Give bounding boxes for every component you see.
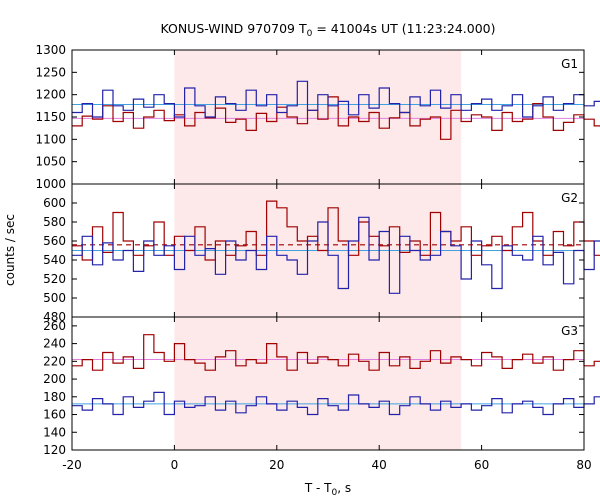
panel-g1: 1000 1050 1100 1150 1200 1250 1300 G1 bbox=[35, 43, 600, 191]
y-tick-label: 560 bbox=[43, 234, 66, 248]
x-axis-title: T - T0, s bbox=[304, 481, 351, 498]
panel-label: G3 bbox=[561, 324, 578, 338]
x-tick-label: 80 bbox=[576, 458, 591, 472]
y-tick-label: 1150 bbox=[35, 110, 66, 124]
x-tick-label: -20 bbox=[62, 458, 82, 472]
panels-group: 1000105011001150120012501300G14805005205… bbox=[35, 43, 600, 472]
y-tick-label: 1050 bbox=[35, 155, 66, 169]
panel-label: G1 bbox=[561, 57, 578, 71]
y-tick-label: 200 bbox=[43, 372, 66, 386]
chart-title: KONUS-WIND 970709 T0 = 41004s UT (11:23:… bbox=[160, 21, 495, 39]
y-tick-label: 480 bbox=[43, 310, 66, 324]
y-tick-label: 140 bbox=[43, 425, 66, 439]
panel-g2: 480 500 520 540 560 580 600 G2 bbox=[43, 183, 600, 324]
panel-frame bbox=[71, 316, 585, 451]
y-tick-label: 1300 bbox=[35, 43, 66, 57]
y-tick-label: 1000 bbox=[35, 177, 66, 191]
y-tick-label: 160 bbox=[43, 408, 66, 422]
y-tick-label: 260 bbox=[43, 319, 66, 333]
x-tick-label: 0 bbox=[171, 458, 179, 472]
x-tick-label: 20 bbox=[269, 458, 284, 472]
y-tick-label: 1200 bbox=[35, 88, 66, 102]
x-tick-label: 40 bbox=[372, 458, 387, 472]
y-tick-label: 600 bbox=[43, 196, 66, 210]
y-tick-label: 500 bbox=[43, 291, 66, 305]
y-tick-label: 1100 bbox=[35, 132, 66, 146]
x-tick-label: 60 bbox=[474, 458, 489, 472]
shaded-interval bbox=[174, 317, 462, 450]
y-tick-label: 580 bbox=[43, 215, 66, 229]
y-tick-label: 180 bbox=[43, 390, 66, 404]
y-tick-label: 220 bbox=[43, 354, 66, 368]
y-tick-label: 540 bbox=[43, 253, 66, 267]
y-tick-label: 1250 bbox=[35, 65, 66, 79]
panel-g3: 120 140 160 180 200 220 240 260 G3 bbox=[43, 316, 600, 457]
y-tick-label: 240 bbox=[43, 337, 66, 351]
y-tick-label: 120 bbox=[43, 443, 66, 457]
y-axis-title: counts / sec bbox=[3, 214, 17, 286]
y-tick-label: 520 bbox=[43, 272, 66, 286]
panel-label: G2 bbox=[561, 191, 578, 205]
